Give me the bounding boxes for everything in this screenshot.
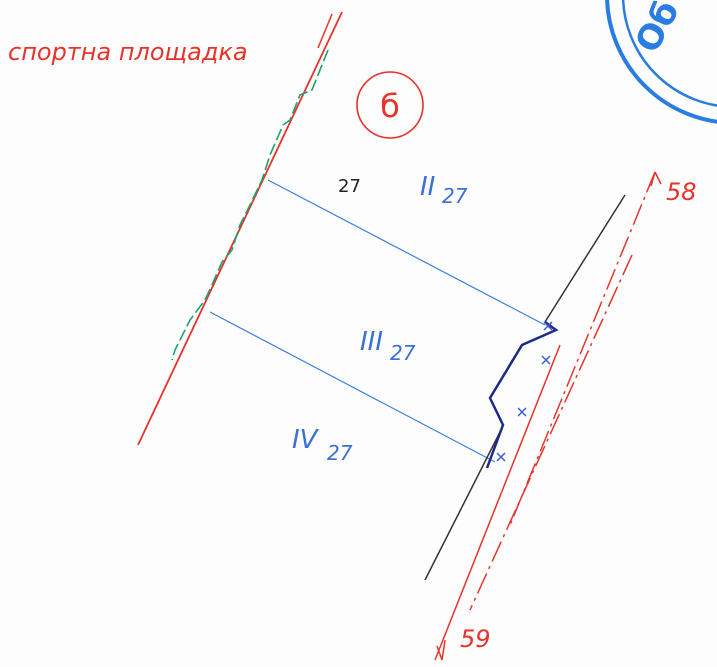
street-line: [424, 431, 501, 581]
regulation-line: [509, 171, 656, 526]
street-label: 58: [666, 178, 697, 206]
parcel-sub: 27: [442, 184, 468, 208]
building-outline: [485, 320, 559, 469]
parcel-line: [209, 311, 496, 463]
parcel-labels: II 27 III 27 IV 27: [292, 172, 468, 465]
parcel-numeral: II: [420, 172, 435, 202]
regulation-line: [434, 344, 561, 661]
fence-line: [171, 49, 329, 361]
boundary-line: [317, 13, 333, 49]
parcel-numeral: IV: [292, 425, 320, 455]
parcel-line: [267, 179, 546, 326]
arrow: [436, 171, 662, 661]
boundary-line: [137, 11, 343, 446]
street-line: [544, 194, 626, 323]
lot-number: 27: [338, 176, 361, 197]
street-label: 59: [460, 625, 491, 653]
block-circle: [356, 71, 424, 139]
markers: [496, 321, 553, 462]
parcel-numeral: III: [360, 327, 383, 357]
regulation-line: [469, 254, 633, 611]
parcel-sub: 27: [390, 341, 416, 365]
block-label: б: [380, 87, 400, 125]
area-label: спортна площадка: [8, 38, 248, 66]
parcel-sub: 27: [327, 441, 353, 465]
